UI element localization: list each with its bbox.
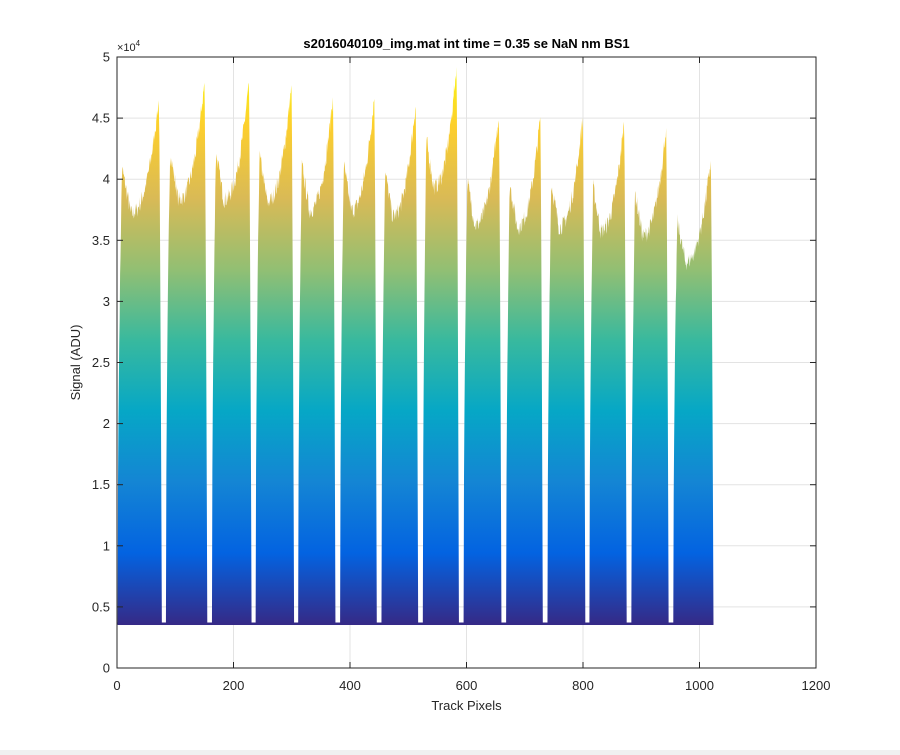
signal-segment-3 [211,82,252,625]
x-tick-label: 800 [572,678,594,693]
signal-segment-1 [117,100,162,625]
y-tick-label: 1.5 [92,477,110,492]
y-tick-label: 0.5 [92,599,110,614]
signal-segment-14 [673,160,714,625]
signal-segment-2 [165,82,208,625]
signal-segment-11 [547,117,586,625]
x-tick-label: 200 [223,678,245,693]
y-tick-label: 0 [103,661,110,676]
signal-segment-13 [631,127,669,625]
signal-segment-9 [463,120,502,625]
axis-ticks: 0 200 400 600 800 1000 1200 0 0.5 1 1.5 2 2.5 3 3.5 4 4.… [92,50,831,694]
y-tick-label: 1 [103,538,110,553]
signal-area [117,67,714,626]
x-axis-label: Track Pixels [431,698,502,713]
x-tick-label: 600 [456,678,478,693]
y-axis-label: Signal (ADU) [68,325,83,401]
signal-segment-6 [340,99,377,625]
signal-segment-10 [506,116,543,625]
signal-segment-7 [381,106,419,625]
y-tick-label: 2 [103,416,110,431]
signal-segment-8 [422,67,459,625]
chart-title: s2016040109_img.mat int time = 0.35 se N… [303,36,629,51]
signal-segment-12 [589,121,627,625]
x-tick-label: 1200 [802,678,831,693]
x-tick-label: 0 [113,678,120,693]
y-tick-label: 4 [103,172,110,187]
x-tick-label: 1000 [685,678,714,693]
y-tick-label: 3 [103,294,110,309]
signal-segment-5 [298,97,336,625]
y-axis-exponent: ×104 [117,39,141,54]
signal-segment-4 [255,85,295,625]
y-tick-label: 4.5 [92,111,110,126]
x-tick-label: 400 [339,678,361,693]
y-tick-label: 2.5 [92,355,110,370]
y-tick-label: 5 [103,50,110,65]
y-tick-label: 3.5 [92,233,110,248]
